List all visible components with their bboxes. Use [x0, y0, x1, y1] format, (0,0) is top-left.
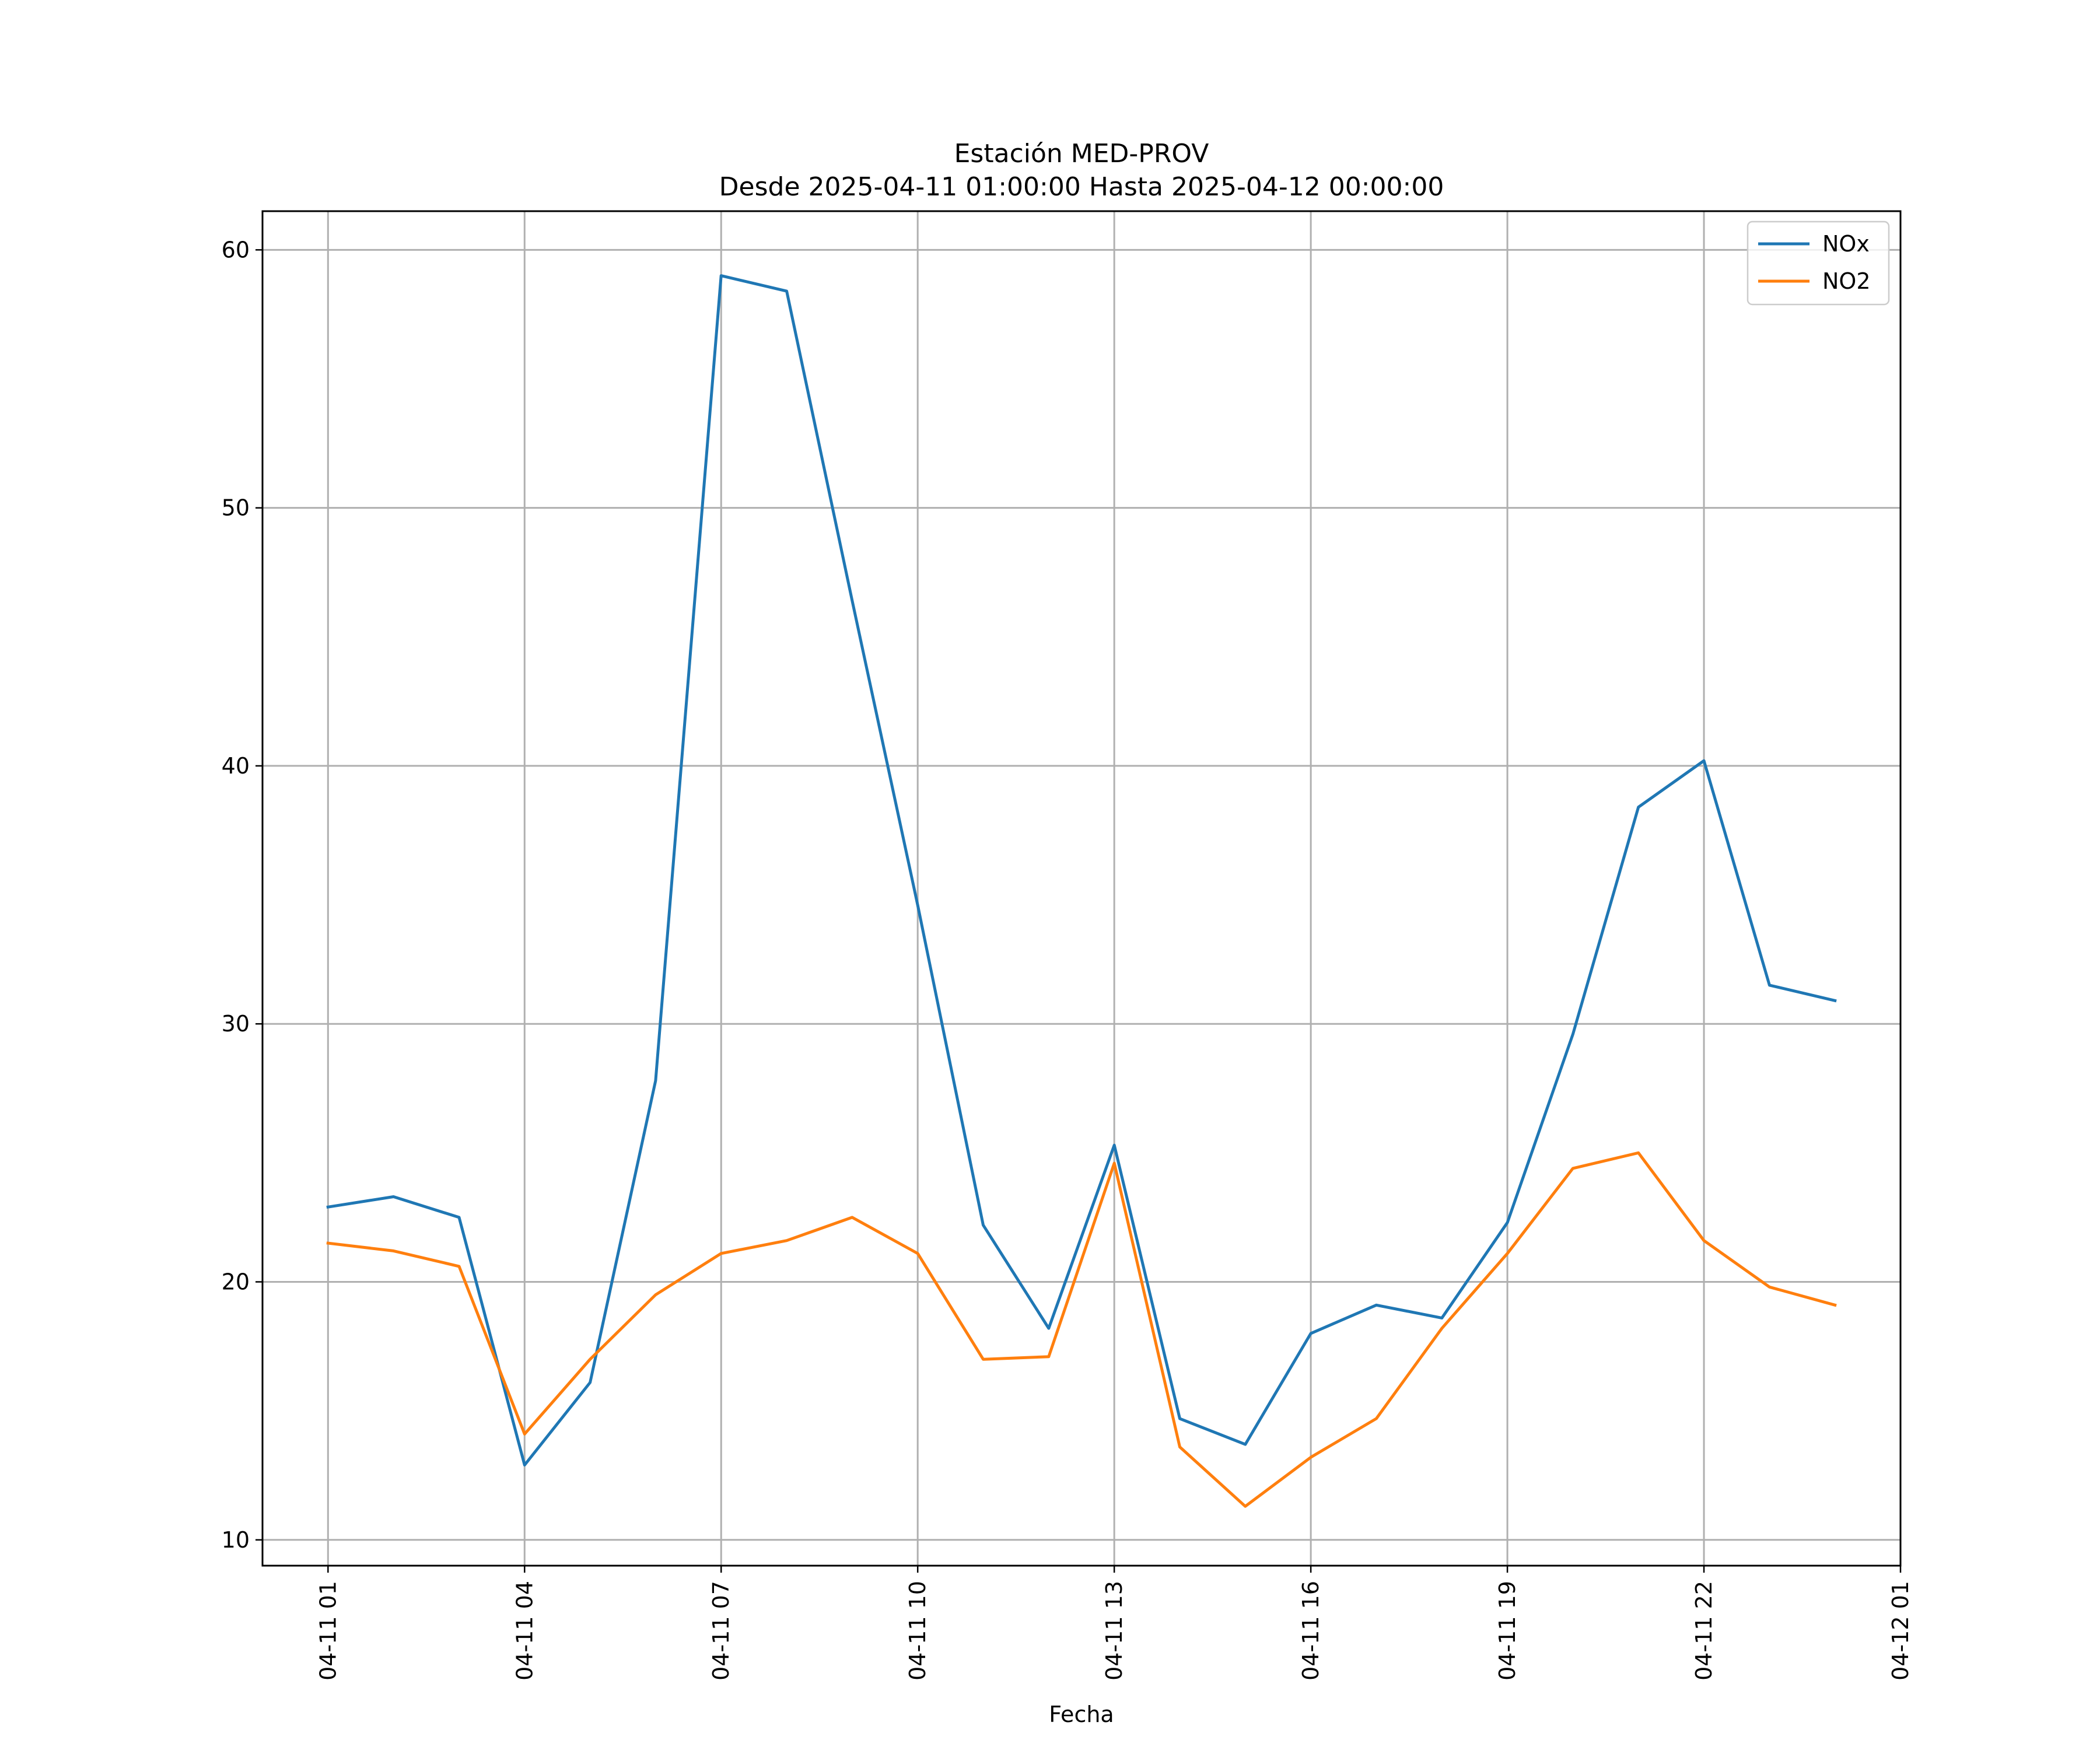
legend: NOx NO2	[1746, 220, 1890, 306]
series-line-no2	[326, 1151, 1837, 1508]
chart-subtitle: Desde 2025-04-11 01:00:00 Hasta 2025-04-…	[719, 172, 1444, 202]
legend-label-no2: NO2	[1822, 268, 1871, 294]
y-tick-label-2: 30	[222, 1011, 250, 1037]
x-tick-label-2: 04-11 07	[708, 1581, 734, 1681]
chart-title: Estación MED-PROV	[954, 139, 1209, 169]
plot-frame	[261, 210, 1902, 1567]
x-tick-label-5: 04-11 16	[1298, 1581, 1324, 1681]
x-tick-label-3: 04-11 10	[905, 1581, 930, 1681]
y-tick-label-0: 10	[222, 1527, 250, 1553]
x-tick-label-6: 04-11 19	[1494, 1581, 1520, 1681]
y-tick-label-5: 60	[222, 237, 250, 262]
y-tick-label-3: 40	[222, 753, 250, 779]
y-tick-label-1: 20	[222, 1269, 250, 1294]
series-line-nox	[326, 274, 1837, 1466]
y-tick-label-4: 50	[222, 495, 250, 521]
x-tick-label-7: 04-11 22	[1691, 1581, 1717, 1681]
grid	[262, 211, 1901, 1566]
x-axis-label: Fecha	[1049, 1702, 1114, 1727]
x-tick-label-0: 04-11 01	[315, 1581, 341, 1681]
x-tick-label-4: 04-11 13	[1101, 1581, 1127, 1681]
legend-label-nox: NOx	[1822, 231, 1870, 257]
x-tick-label-8: 04-12 01	[1888, 1581, 1913, 1681]
x-tick-label-1: 04-11 04	[512, 1581, 537, 1681]
axis-ticks: 04-11 01 04-11 04 04-11 07 04-11 10 04-11 13…	[222, 237, 1913, 1681]
series-lines	[326, 274, 1837, 1508]
